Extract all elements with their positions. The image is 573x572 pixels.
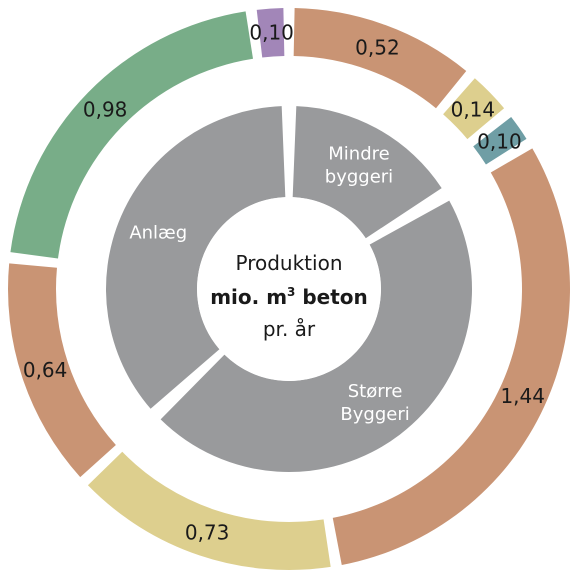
outer-slice-label-1: 0,14 (451, 97, 496, 121)
outer-slice-label-5: 0,64 (23, 358, 68, 382)
inner-slice-label-st-rre-byggeri: Større Byggeri (340, 381, 409, 425)
inner-slice-st-rre-byggeri (160, 200, 472, 472)
center-per-year: pr. år (263, 317, 316, 341)
outer-slice-5 (7, 263, 116, 478)
outer-slice-3 (332, 148, 570, 566)
outer-slice-label-4: 0,73 (185, 521, 230, 545)
outer-slice-label-3: 1,44 (500, 384, 545, 408)
inner-ring: Mindre byggeri Større Byggeri Anlæg (105, 106, 472, 472)
center-unit: mio. m3 beton (210, 285, 368, 309)
inner-slice-anl-g (105, 106, 286, 409)
outer-ring: 0,52 0,14 0,10 1,44 0,73 0,64 0,98 0,10 (7, 8, 570, 570)
outer-slice-label-6: 0,98 (83, 97, 128, 121)
center-unit-prefix: mio. m (210, 285, 287, 309)
center-title: Produktion (236, 251, 343, 275)
outer-slice-label-7: 0,10 (249, 21, 294, 45)
center-unit-suffix: beton (295, 285, 367, 309)
outer-slice-label-2: 0,10 (477, 129, 522, 153)
outer-slice-4 (87, 451, 331, 570)
center-unit-sup: 3 (287, 285, 295, 299)
outer-slice-6 (10, 11, 254, 259)
center-hole (197, 197, 381, 381)
outer-slice-label-0: 0,52 (355, 36, 400, 60)
outer-slice-7 (256, 8, 285, 58)
inner-slice-label-mindre-byggeri: Mindre byggeri (325, 143, 393, 187)
outer-slice-0 (293, 8, 467, 109)
inner-slice-mindre-byggeri (292, 106, 442, 239)
outer-slice-1 (443, 78, 505, 140)
outer-slice-2 (473, 116, 527, 165)
inner-slice-label-anl-g: Anlæg (129, 222, 187, 243)
